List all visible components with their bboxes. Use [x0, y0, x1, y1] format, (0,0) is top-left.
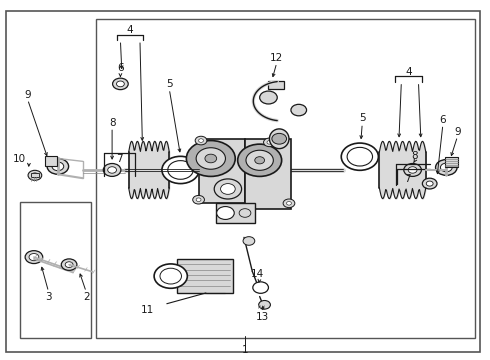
Text: 1: 1	[242, 345, 248, 355]
Circle shape	[31, 173, 38, 178]
Circle shape	[205, 154, 217, 163]
Circle shape	[65, 262, 73, 267]
Circle shape	[154, 264, 187, 288]
Text: 14: 14	[250, 269, 264, 279]
Circle shape	[347, 147, 372, 166]
Circle shape	[160, 268, 181, 284]
Bar	[445, 157, 458, 167]
Circle shape	[341, 143, 378, 170]
Circle shape	[214, 179, 242, 199]
Circle shape	[25, 251, 43, 264]
Text: 8: 8	[412, 150, 418, 161]
Bar	[176, 259, 233, 293]
Text: 13: 13	[255, 312, 269, 322]
Text: 4: 4	[405, 67, 412, 77]
Text: 4: 4	[127, 25, 133, 35]
Circle shape	[113, 78, 128, 90]
Circle shape	[193, 195, 204, 204]
Bar	[198, 139, 245, 203]
Circle shape	[441, 163, 452, 172]
Bar	[20, 202, 91, 338]
Text: 6: 6	[440, 115, 446, 125]
Text: 5: 5	[166, 79, 172, 89]
Text: 8: 8	[109, 118, 116, 128]
Circle shape	[108, 167, 117, 173]
Circle shape	[246, 150, 273, 170]
Text: 2: 2	[83, 292, 90, 302]
Text: 9: 9	[24, 90, 31, 100]
Circle shape	[196, 198, 201, 202]
Circle shape	[217, 207, 234, 220]
Circle shape	[117, 81, 124, 87]
Text: 12: 12	[270, 53, 283, 63]
Circle shape	[287, 202, 292, 205]
Bar	[31, 173, 39, 177]
Text: 3: 3	[45, 292, 52, 302]
Circle shape	[239, 209, 251, 217]
Circle shape	[103, 163, 121, 176]
Bar	[269, 81, 284, 89]
Circle shape	[422, 178, 437, 189]
Text: 7: 7	[404, 174, 411, 184]
Circle shape	[162, 156, 199, 184]
Bar	[96, 19, 475, 338]
Text: 6: 6	[117, 63, 123, 73]
Circle shape	[238, 144, 282, 176]
Circle shape	[52, 162, 64, 171]
Circle shape	[260, 91, 277, 104]
Bar	[216, 203, 255, 223]
Text: 7: 7	[116, 154, 122, 164]
Circle shape	[404, 163, 421, 176]
Circle shape	[196, 148, 225, 169]
Bar	[45, 156, 57, 166]
Text: 10: 10	[13, 154, 26, 164]
Circle shape	[255, 157, 265, 164]
Text: 9: 9	[454, 127, 461, 136]
Circle shape	[47, 158, 69, 174]
Circle shape	[243, 237, 255, 245]
Circle shape	[436, 159, 457, 175]
Circle shape	[259, 301, 270, 309]
Circle shape	[272, 134, 287, 144]
Circle shape	[29, 253, 39, 261]
Circle shape	[61, 259, 77, 270]
Circle shape	[195, 136, 207, 145]
Bar	[245, 139, 292, 209]
Circle shape	[291, 104, 307, 116]
Circle shape	[426, 181, 433, 186]
Text: 11: 11	[141, 305, 154, 315]
Circle shape	[220, 184, 235, 194]
Text: 5: 5	[359, 113, 366, 123]
Circle shape	[267, 140, 272, 144]
Ellipse shape	[270, 129, 289, 149]
Circle shape	[168, 161, 193, 179]
Circle shape	[198, 139, 203, 142]
Circle shape	[408, 167, 417, 173]
Circle shape	[186, 140, 235, 176]
Circle shape	[28, 170, 42, 180]
Circle shape	[264, 138, 275, 147]
Circle shape	[283, 199, 295, 208]
Circle shape	[253, 282, 269, 293]
